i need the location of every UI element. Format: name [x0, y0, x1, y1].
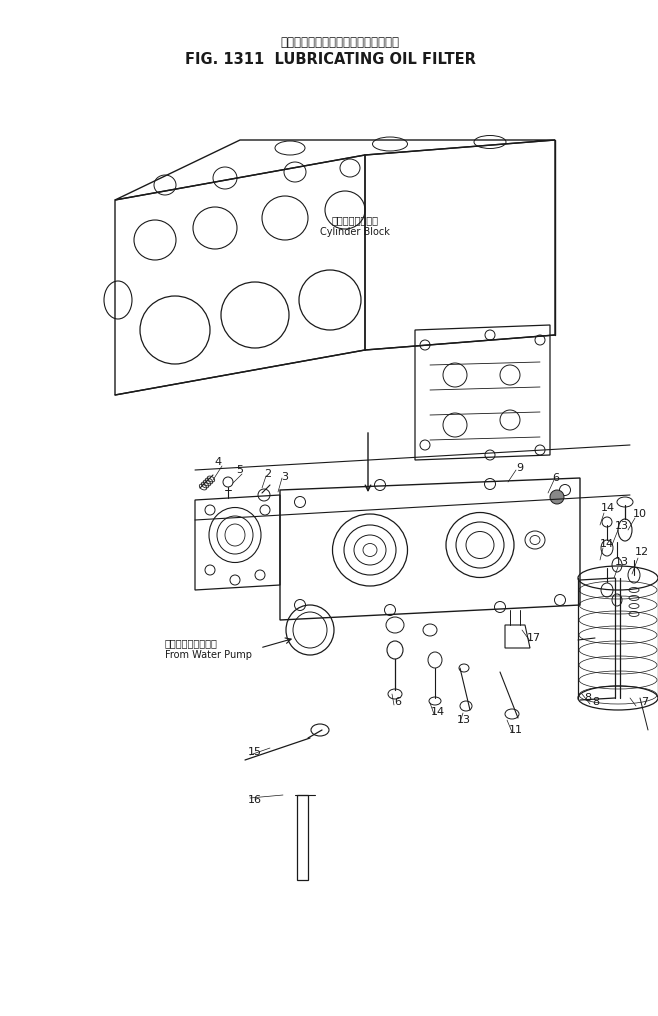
Text: 14: 14: [431, 707, 445, 717]
Text: 6: 6: [395, 697, 401, 707]
Text: ウォータポンプから: ウォータポンプから: [165, 638, 218, 648]
Text: 12: 12: [635, 547, 649, 557]
Text: 6: 6: [553, 473, 559, 483]
Text: 16: 16: [248, 795, 262, 805]
Text: 8: 8: [592, 697, 599, 707]
Text: 13: 13: [615, 557, 629, 567]
Text: 4: 4: [215, 457, 222, 467]
Text: シリンダブロック: シリンダブロック: [332, 215, 378, 225]
Text: ルーブリケーティングオイルフィルタ: ルーブリケーティングオイルフィルタ: [280, 36, 399, 49]
Text: 17: 17: [527, 633, 541, 643]
Text: 3: 3: [282, 472, 288, 482]
Circle shape: [550, 490, 564, 504]
Text: 14: 14: [601, 503, 615, 513]
Text: 8: 8: [584, 693, 592, 703]
Text: FIG. 1311  LUBRICATING OIL FILTER: FIG. 1311 LUBRICATING OIL FILTER: [184, 53, 476, 67]
Text: 2: 2: [265, 469, 272, 479]
Text: 15: 15: [248, 747, 262, 757]
Text: 13: 13: [457, 715, 471, 725]
Text: 14: 14: [600, 539, 614, 549]
Text: 13: 13: [615, 521, 629, 531]
Text: Cylinder Block: Cylinder Block: [320, 227, 390, 237]
Text: 10: 10: [633, 509, 647, 519]
Text: From Water Pump: From Water Pump: [165, 650, 252, 660]
Text: 5: 5: [236, 465, 243, 475]
Text: 7: 7: [642, 697, 649, 707]
Text: 11: 11: [509, 725, 523, 735]
Text: 9: 9: [517, 463, 524, 473]
